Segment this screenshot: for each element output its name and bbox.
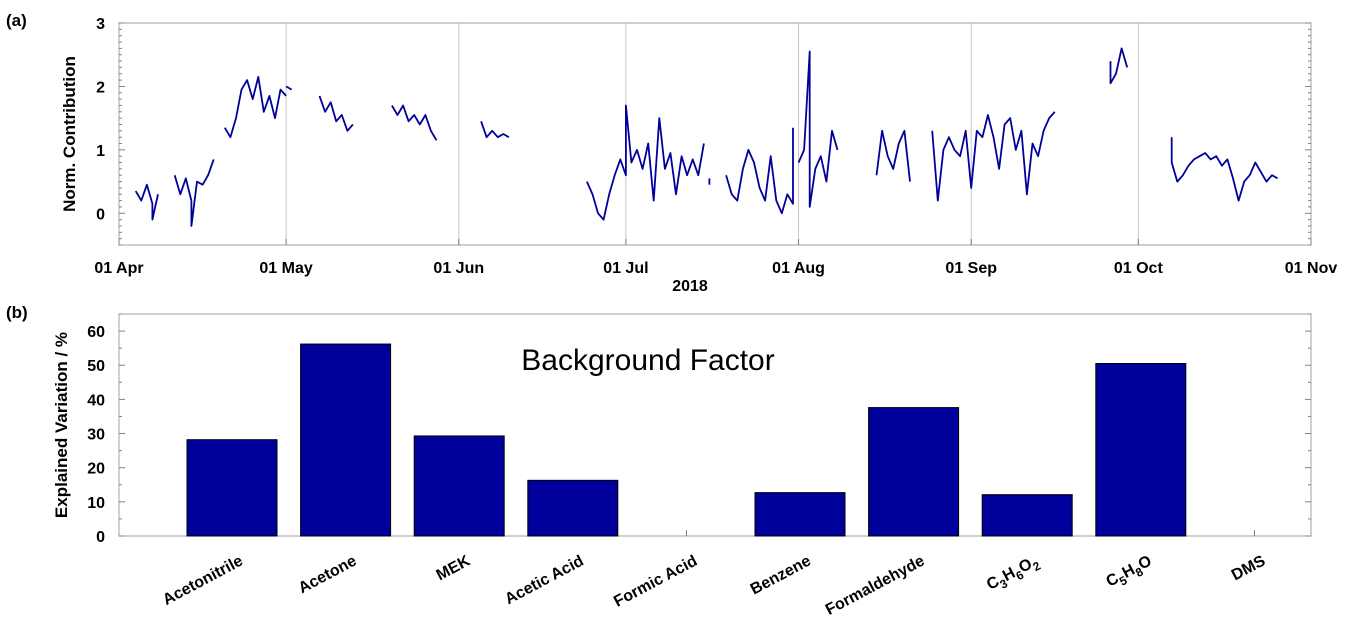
x-label-dms: DMS	[1229, 552, 1269, 584]
panel-a-series-segment	[725, 127, 794, 215]
bar-acetic-acid	[527, 479, 619, 537]
panel-b-category-labels: Acetonitrile Acetone MEK Acetic Acid Formic …	[160, 552, 1268, 619]
panel-a-x-tick-label: 01 Oct	[1114, 260, 1164, 277]
panel-a-y-tick-label: 0	[96, 206, 105, 223]
panel-a-label: (a)	[6, 11, 27, 30]
panel-a-series-segment	[480, 121, 510, 139]
panel-b-y-tick-label: 0	[96, 529, 105, 546]
panel-a-x-tick-label: 01 Jun	[433, 260, 484, 277]
panel-a-y-tick-label: 2	[96, 79, 105, 96]
panel-a-y-tick-label: 1	[96, 143, 105, 160]
panel-a-ticks: 01 Apr 01 May 01 Jun 01 Jul 01 Aug 01 Sep 01 O…	[94, 16, 1337, 277]
bar-mek	[413, 435, 505, 537]
panel-a-series-segment	[134, 183, 159, 221]
panel-a-series-segment	[391, 104, 438, 141]
bar-acetonitrile	[186, 439, 278, 537]
panel-b-frame	[118, 313, 1312, 537]
x-label-acetone: Acetone	[296, 552, 360, 597]
x-label-acetic-acid: Acetic Acid	[502, 553, 586, 609]
panel-a-x-tick-label: 01 Aug	[772, 260, 825, 277]
x-label-formaldehyde: Formaldehyde	[823, 552, 928, 618]
x-label-acetonitrile: Acetonitrile	[160, 552, 246, 608]
x-label-c3h6o2: C3​H6​O2​	[984, 552, 1043, 597]
panel-a-x-tick-label: 01 May	[259, 260, 312, 277]
panel-a-x-tick-label: 01 Nov	[1285, 260, 1338, 277]
panel-a-series-segment	[224, 76, 287, 139]
bar-c3h6o2	[981, 494, 1073, 537]
panel-a-y-tick-label: 3	[96, 16, 105, 33]
panel-a-series-segment	[285, 85, 293, 91]
panel-b-y-tick-label: 40	[87, 392, 105, 409]
x-label-formic-acid: Formic Acid	[611, 553, 700, 611]
panel-a-xlabel: 2018	[672, 278, 708, 295]
panel-a-series-segment	[586, 104, 705, 221]
panel-a-series-segment	[875, 129, 911, 182]
panel-a-series	[134, 47, 1279, 227]
panel-a-frame	[118, 22, 1312, 246]
panel-a-series-segment	[1170, 137, 1279, 202]
panel-a-x-tick-label: 01 Jul	[603, 260, 648, 277]
panel-b-y-tick-label: 50	[87, 358, 105, 375]
panel-b-y-tick-label: 60	[87, 324, 105, 341]
bar-benzene	[754, 492, 846, 537]
panel-a-series-segment	[318, 95, 354, 132]
panel-b-annotation: Background Factor	[521, 344, 774, 377]
panel-a-series-segment	[931, 111, 1056, 202]
panel-a-x-tick-label: 01 Apr	[94, 260, 143, 277]
panel-a-ylabel: Norm. Contribution	[60, 56, 79, 212]
panel-b-label: (b)	[6, 303, 28, 322]
bar-formaldehyde	[868, 407, 960, 537]
panel-b-ticks: 0 10 20 30 40 50 60	[87, 313, 1311, 546]
panel-b-bars	[186, 343, 1187, 537]
panel-b-y-tick-label: 30	[87, 427, 105, 444]
x-label-mek: MEK	[434, 552, 474, 584]
bar-c5h8o	[1095, 363, 1187, 537]
panel-a-series-segment	[1109, 47, 1129, 85]
panel-a-series-segment	[797, 50, 839, 208]
panel-a-x-tick-label: 01 Sep	[945, 260, 997, 277]
panel-b-y-tick-label: 10	[87, 495, 105, 512]
panel-a-gridlines	[285, 23, 1139, 245]
panel-b-y-tick-label: 20	[87, 461, 105, 478]
x-label-c5h8o: C5​H8​O	[1103, 553, 1156, 595]
x-label-benzene: Benzene	[748, 552, 814, 598]
bar-acetone	[300, 343, 392, 537]
panel-b-ylabel: Explained Variation / %	[52, 332, 71, 518]
panel-a-series-segment	[173, 159, 215, 227]
